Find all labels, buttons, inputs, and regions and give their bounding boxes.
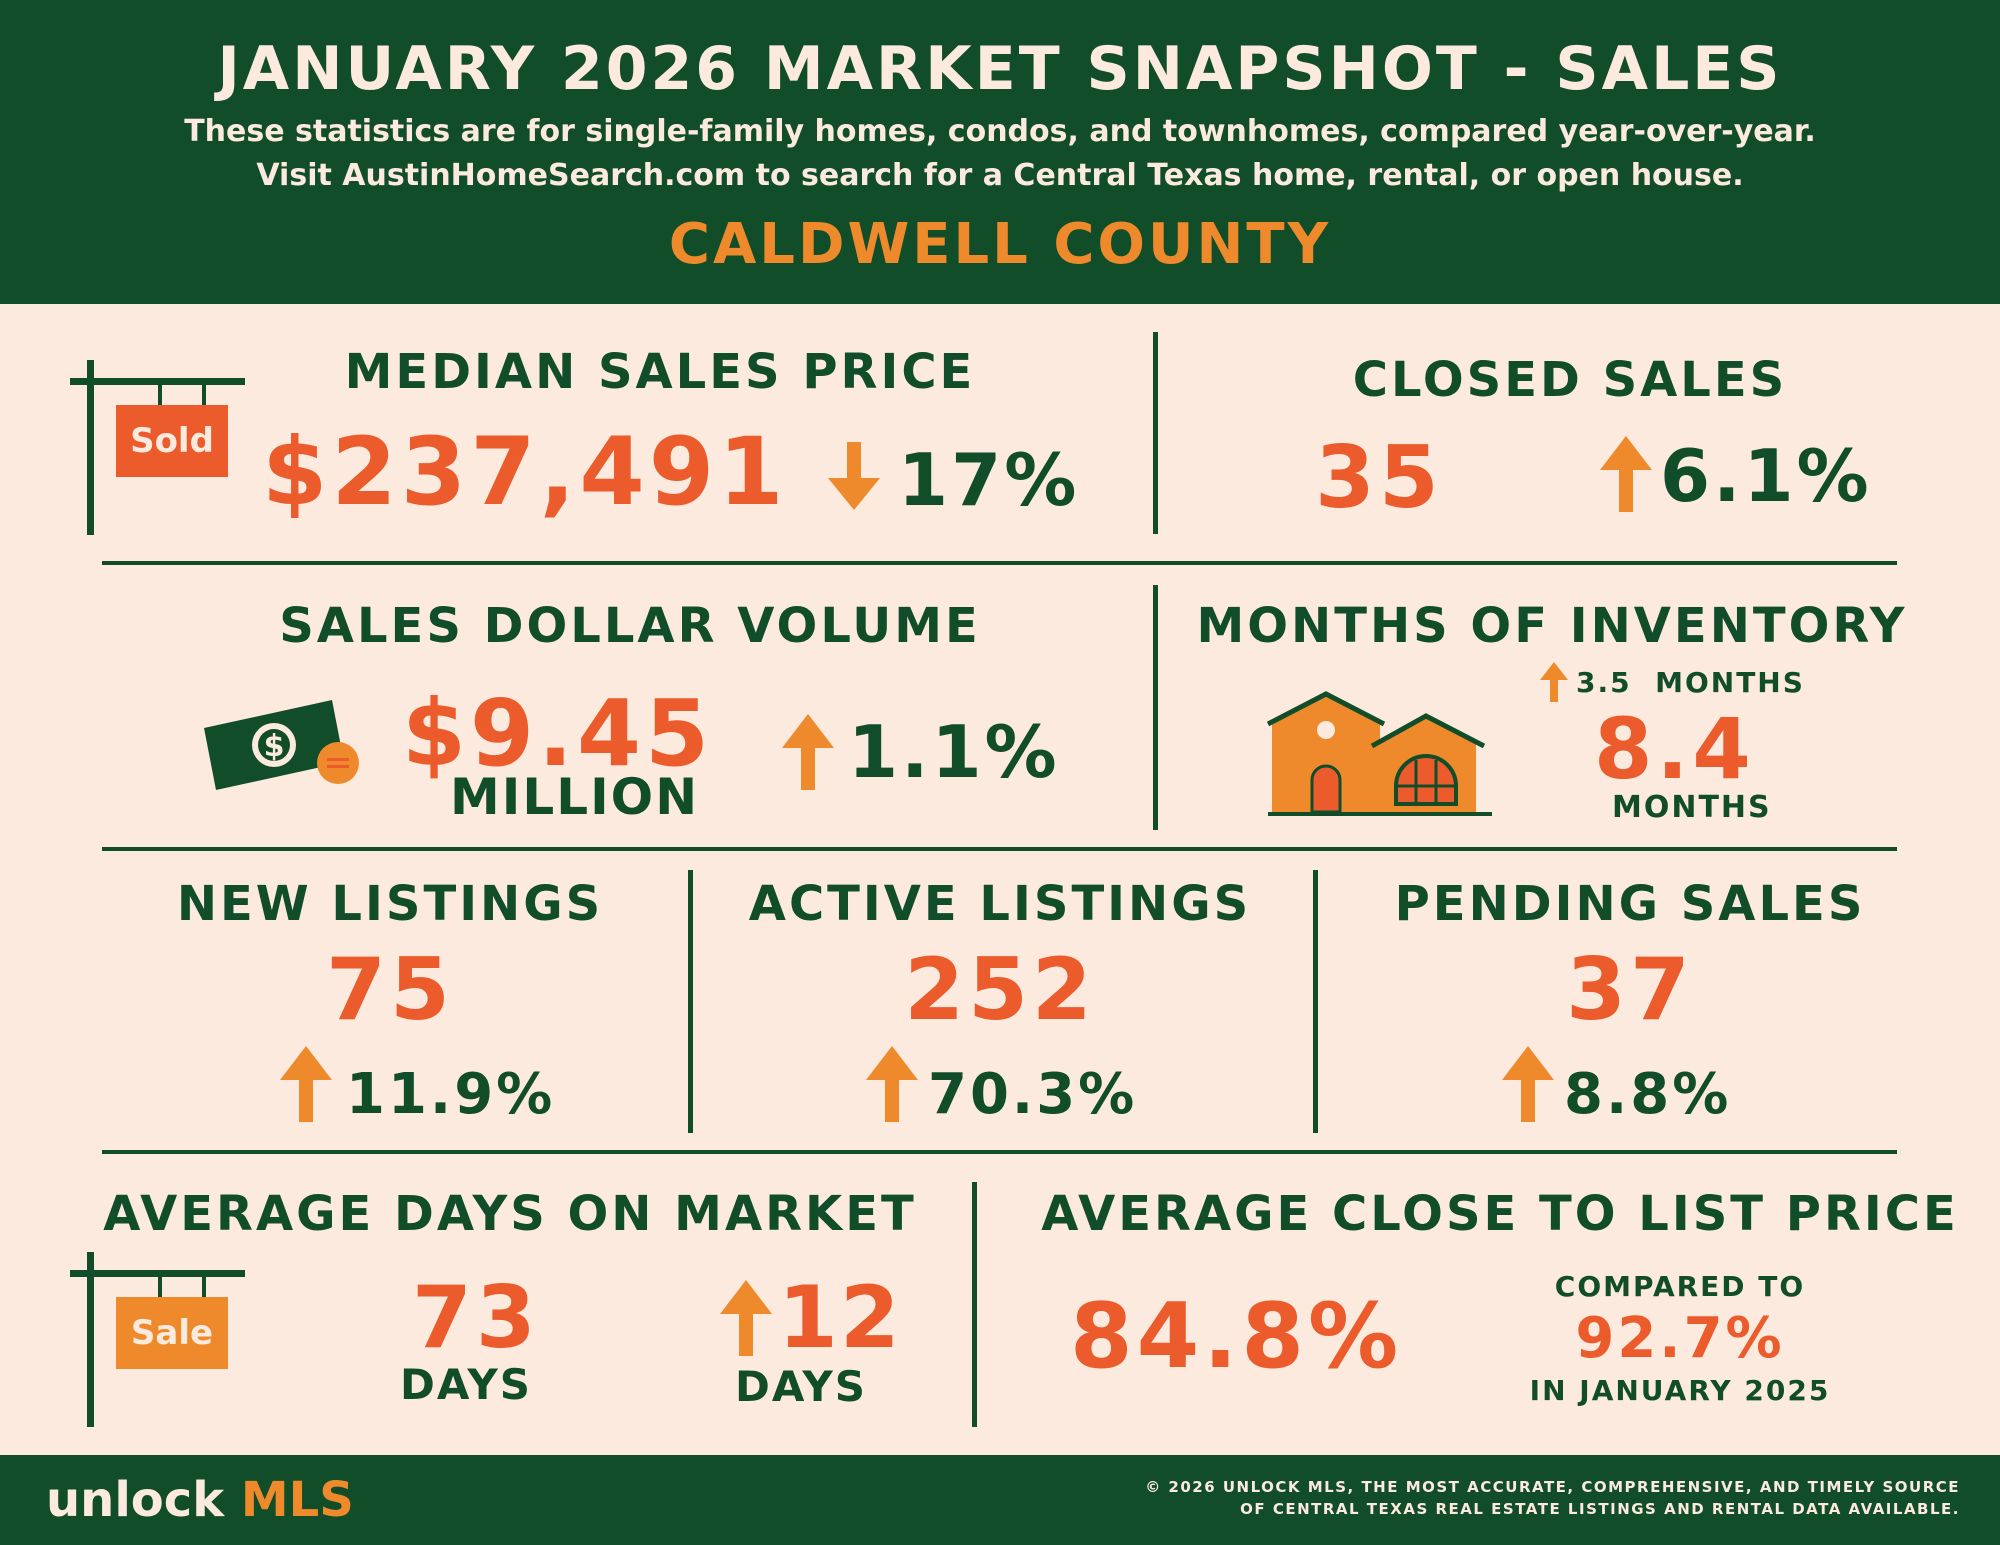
sale-sign-icon — [70, 1252, 245, 1427]
closed-sales-change: 6.1% — [1660, 434, 1872, 518]
median-sales-price-value: $237,491 — [262, 418, 788, 527]
new-listings-value: 75 — [326, 940, 454, 1040]
sales-dollar-volume-unit: MILLION — [450, 768, 700, 826]
arrow-up-icon — [1540, 662, 1568, 702]
sale-sign-text: Sale — [130, 1313, 214, 1353]
pending-sales-change: 8.8% — [1564, 1062, 1732, 1127]
arrow-up-icon — [720, 1280, 772, 1356]
median-sales-price-label: MEDIAN SALES PRICE — [344, 344, 976, 400]
arrow-up-icon — [866, 1046, 918, 1122]
months-of-inventory-change: 3.5 MONTHS — [1576, 666, 1805, 699]
arrow-up-icon — [280, 1046, 332, 1122]
house-icon — [1266, 691, 1492, 816]
new-listings-label: NEW LISTINGS — [176, 876, 604, 932]
average-days-on-market-value: 73 — [412, 1268, 540, 1368]
average-days-on-market-label: AVERAGE DAYS ON MARKET — [103, 1186, 917, 1242]
average-days-on-market-unit: DAYS — [400, 1360, 533, 1409]
arrow-up-icon — [782, 714, 834, 790]
average-days-on-market-change-unit: DAYS — [735, 1362, 868, 1411]
arrow-down-icon — [828, 442, 880, 510]
divider-vertical-2 — [1153, 585, 1158, 830]
copyright-line-1: © 2026 UNLOCK MLS, THE MOST ACCURATE, CO… — [1145, 1478, 1960, 1496]
compared-value: 92.7% — [1575, 1306, 1785, 1371]
compared-to-label: COMPARED TO — [1554, 1270, 1806, 1303]
average-close-to-list-value: 84.8% — [1070, 1284, 1403, 1389]
subtitle-line-2: Visit AustinHomeSearch.com to search for… — [256, 158, 1744, 193]
arrow-up-icon — [1600, 436, 1652, 512]
divider-vertical-3 — [688, 870, 693, 1133]
sold-sign-text: Sold — [130, 421, 214, 461]
coin-icon — [317, 742, 359, 784]
active-listings-label: ACTIVE LISTINGS — [748, 876, 1252, 932]
arrow-up-icon — [1502, 1046, 1554, 1122]
page-title: JANUARY 2026 MARKET SNAPSHOT - SALES — [217, 34, 1783, 104]
divider-vertical-5 — [972, 1182, 977, 1427]
brand-logo-part2: MLS — [240, 1472, 354, 1528]
sales-dollar-volume-label: SALES DOLLAR VOLUME — [279, 598, 981, 654]
svg-text:$: $ — [264, 729, 285, 764]
subtitle-line-1: These statistics are for single-family h… — [184, 114, 1816, 149]
copyright-line-2: OF CENTRAL TEXAS REAL ESTATE LISTINGS AN… — [1240, 1500, 1960, 1518]
pending-sales-value: 37 — [1566, 940, 1694, 1040]
closed-sales-value: 35 — [1315, 428, 1443, 528]
divider-horizontal-3 — [102, 1150, 1897, 1154]
average-close-to-list-label: AVERAGE CLOSE TO LIST PRICE — [1041, 1186, 1959, 1242]
closed-sales-label: CLOSED SALES — [1352, 352, 1788, 408]
sales-dollar-volume-value: $9.45 — [402, 680, 714, 787]
brand-logo: unlock MLS — [46, 1472, 354, 1528]
sales-dollar-volume-change: 1.1% — [848, 710, 1060, 794]
months-of-inventory-label: MONTHS OF INVENTORY — [1196, 598, 1908, 654]
sold-sign-icon — [70, 360, 245, 535]
pending-sales-label: PENDING SALES — [1394, 876, 1866, 932]
median-sales-price-change: 17% — [898, 438, 1080, 522]
header-banner — [0, 0, 2000, 304]
brand-logo-part1: unlock — [46, 1472, 225, 1528]
money-bill-icon: $ — [204, 700, 344, 790]
compared-period: IN JANUARY 2025 — [1529, 1374, 1831, 1407]
divider-horizontal-2 — [102, 847, 1897, 851]
footer-banner — [0, 1455, 2000, 1545]
divider-vertical-4 — [1313, 870, 1318, 1133]
months-of-inventory-value: 8.4 — [1594, 700, 1755, 798]
county-name: CALDWELL COUNTY — [668, 212, 1332, 277]
divider-horizontal-1 — [102, 561, 1897, 565]
divider-vertical-1 — [1153, 332, 1158, 534]
active-listings-change: 70.3% — [928, 1062, 1138, 1127]
active-listings-value: 252 — [904, 940, 1096, 1040]
new-listings-change: 11.9% — [346, 1062, 556, 1127]
months-of-inventory-unit: MONTHS — [1612, 790, 1772, 825]
average-days-on-market-change: 12 — [778, 1268, 902, 1368]
